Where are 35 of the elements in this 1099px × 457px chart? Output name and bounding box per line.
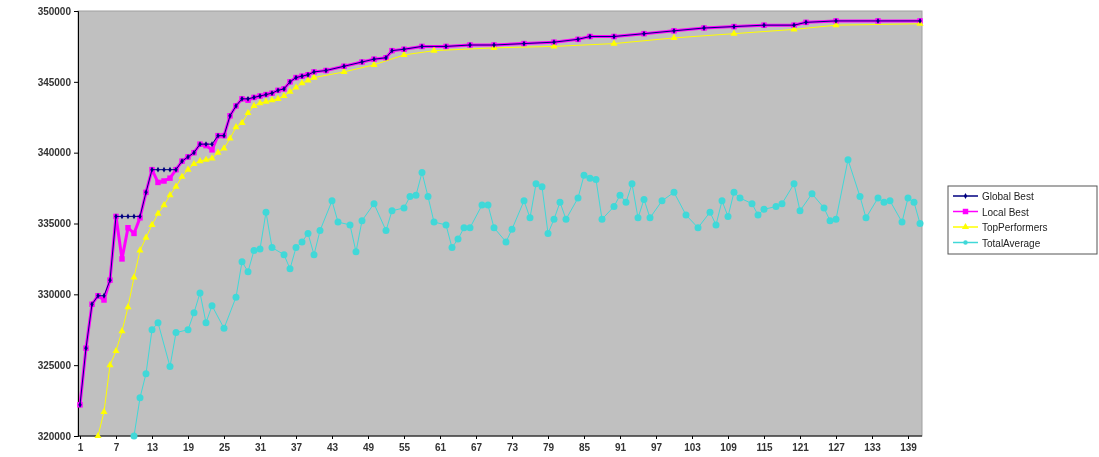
x-tick-label: 97 <box>650 442 663 453</box>
x-tick-label: 79 <box>542 442 555 453</box>
x-tick-label: 67 <box>470 442 483 453</box>
x-tick-label: 43 <box>326 442 339 453</box>
y-tick-label: 345000 <box>37 76 72 88</box>
x-tick-label: 109 <box>720 442 738 453</box>
x-tick-label: 73 <box>506 442 519 453</box>
x-tick-label: 31 <box>254 442 267 453</box>
x-tick-label: 7 <box>113 442 120 453</box>
x-tick-label: 103 <box>684 442 702 453</box>
x-tick-label: 85 <box>578 442 591 453</box>
x-tick-label: 13 <box>146 442 159 453</box>
x-tick-label: 121 <box>792 442 810 453</box>
x-tick-label: 37 <box>290 442 303 453</box>
x-tick-label: 133 <box>864 442 882 453</box>
y-tick-label: 340000 <box>37 147 72 159</box>
legend-label: Global Best <box>982 191 1034 202</box>
legend-label: Local Best <box>982 206 1029 218</box>
x-tick-label: 115 <box>756 442 773 453</box>
x-tick-label: 19 <box>182 442 195 453</box>
x-tick-label: 61 <box>434 442 447 453</box>
x-tick-label: 1 <box>77 442 84 453</box>
x-tick-label: 55 <box>398 442 411 453</box>
x-tick-label: 127 <box>828 442 846 453</box>
x-tick-label: 139 <box>900 442 918 453</box>
legend-label: TopPerformers <box>982 222 1048 233</box>
x-tick-label: 49 <box>362 442 375 453</box>
x-tick-label: 25 <box>218 442 231 453</box>
x-tick-label: 91 <box>614 442 627 453</box>
y-tick-label: 335000 <box>37 218 72 230</box>
y-tick-label: 330000 <box>37 289 72 301</box>
legend-label: TotalAverage <box>982 237 1041 249</box>
y-tick-label: 350000 <box>37 5 72 17</box>
y-tick-label: 325000 <box>37 359 72 371</box>
y-tick-label: 320000 <box>37 430 72 442</box>
